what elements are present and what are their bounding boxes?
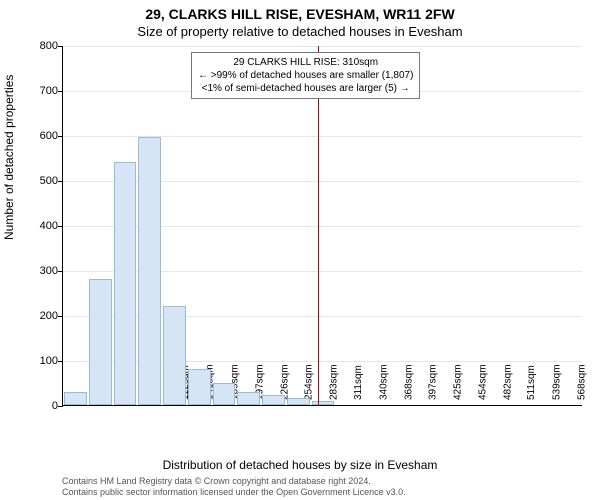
y-tick-label: 100 xyxy=(28,355,58,367)
footer-line1: Contains HM Land Registry data © Crown c… xyxy=(62,476,592,487)
callout-line: 29 CLARKS HILL RISE: 310sqm xyxy=(198,56,413,69)
footer: Contains HM Land Registry data © Crown c… xyxy=(62,476,592,499)
y-tick-mark xyxy=(58,46,63,47)
histogram-bar xyxy=(163,306,186,405)
x-tick-label: 539sqm xyxy=(552,364,563,400)
histogram-bar xyxy=(89,279,112,405)
y-tick-label: 0 xyxy=(28,400,58,412)
histogram-bar xyxy=(312,401,335,406)
y-tick-label: 200 xyxy=(28,310,58,322)
reference-line xyxy=(318,46,319,405)
histogram-bar xyxy=(213,383,236,406)
x-tick-label: 511sqm xyxy=(526,365,537,400)
y-tick-mark xyxy=(58,271,63,272)
x-tick-label: 425sqm xyxy=(453,364,464,400)
grid-line xyxy=(63,46,582,47)
y-tick-mark xyxy=(58,361,63,362)
x-tick-label: 454sqm xyxy=(477,364,488,400)
x-tick-label: 397sqm xyxy=(428,364,439,400)
x-tick-label: 283sqm xyxy=(329,364,340,400)
y-tick-label: 700 xyxy=(28,85,58,97)
histogram-bar xyxy=(287,398,310,405)
y-tick-label: 400 xyxy=(28,220,58,232)
y-tick-mark xyxy=(58,181,63,182)
x-tick-label: 311sqm xyxy=(353,365,364,400)
x-tick-label: 340sqm xyxy=(378,364,389,400)
histogram-bar xyxy=(188,369,211,405)
y-tick-mark xyxy=(58,91,63,92)
footer-line2: Contains public sector information licen… xyxy=(62,487,592,498)
callout-box: 29 CLARKS HILL RISE: 310sqm← >99% of det… xyxy=(191,52,420,99)
x-axis-label: Distribution of detached houses by size … xyxy=(0,458,600,472)
x-tick-label: 568sqm xyxy=(576,364,587,400)
x-tick-label: 254sqm xyxy=(304,364,315,400)
x-tick-label: 368sqm xyxy=(403,364,414,400)
callout-line: ← >99% of detached houses are smaller (1… xyxy=(198,69,413,82)
histogram-bar xyxy=(114,162,137,405)
page-subtitle: Size of property relative to detached ho… xyxy=(0,22,600,41)
histogram-bar xyxy=(64,392,87,406)
callout-line: <1% of semi-detached houses are larger (… xyxy=(198,82,413,95)
y-tick-label: 300 xyxy=(28,265,58,277)
y-tick-mark xyxy=(58,226,63,227)
x-tick-label: 482sqm xyxy=(502,364,513,400)
histogram-bar xyxy=(138,137,161,405)
y-tick-label: 800 xyxy=(28,40,58,52)
y-tick-label: 600 xyxy=(28,130,58,142)
chart-area: 27sqm55sqm84sqm112sqm141sqm169sqm197sqm2… xyxy=(62,46,582,406)
plot: 27sqm55sqm84sqm112sqm141sqm169sqm197sqm2… xyxy=(62,46,582,406)
page-title: 29, CLARKS HILL RISE, EVESHAM, WR11 2FW xyxy=(0,0,600,22)
y-tick-mark xyxy=(58,316,63,317)
y-tick-label: 500 xyxy=(28,175,58,187)
histogram-bar xyxy=(237,392,260,406)
y-tick-mark xyxy=(58,136,63,137)
histogram-bar xyxy=(262,395,285,405)
y-tick-mark xyxy=(58,406,63,407)
y-axis-label: Number of detached properties xyxy=(2,75,16,240)
